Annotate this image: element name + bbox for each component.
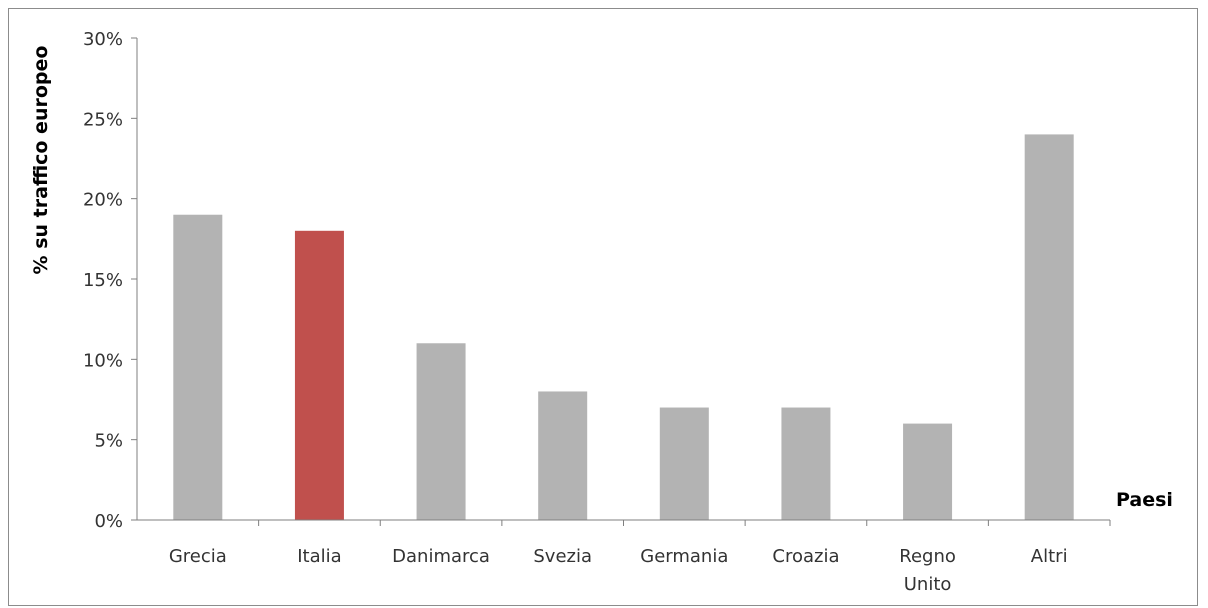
x-tick-label: Danimarca (392, 546, 490, 567)
bar-regno-unito (903, 423, 953, 520)
bar-grecia (173, 214, 223, 520)
bar-italia (294, 230, 344, 521)
x-tick-label: Altri (1031, 546, 1068, 567)
bar-germania (659, 407, 709, 520)
bar-svezia (538, 391, 588, 520)
y-tick-label: 5% (94, 431, 123, 452)
x-tick-label: Svezia (533, 546, 592, 567)
x-tick-label: Regno (899, 546, 956, 567)
y-tick-label: 15% (83, 270, 123, 291)
bar-croazia (781, 407, 831, 520)
bars (173, 134, 1074, 521)
x-tick-label: Grecia (169, 546, 227, 567)
x-tick-label: Croazia (772, 546, 839, 567)
bar-altri (1024, 134, 1074, 520)
x-tick-label: Italia (297, 546, 341, 567)
bar-danimarca (416, 343, 466, 520)
x-axis-title: Paesi (1116, 489, 1173, 511)
axes (136, 38, 1111, 526)
y-tick-label: 10% (83, 350, 123, 371)
x-tick-label: Unito (904, 574, 952, 595)
y-axis-title: % su traffico europeo (30, 46, 52, 275)
y-tick-label: 25% (83, 109, 123, 130)
y-tick-label: 30% (83, 29, 123, 50)
x-tick-label: Germania (640, 546, 728, 567)
y-tick-label: 20% (83, 190, 123, 211)
y-tick-label: 0% (94, 511, 123, 532)
y-axis-ticks: 0% 5% 10% 15% 20% 25% 30% (83, 29, 137, 532)
x-axis-labels: Grecia Italia Danimarca Svezia Germania Croaz… (169, 546, 1068, 595)
